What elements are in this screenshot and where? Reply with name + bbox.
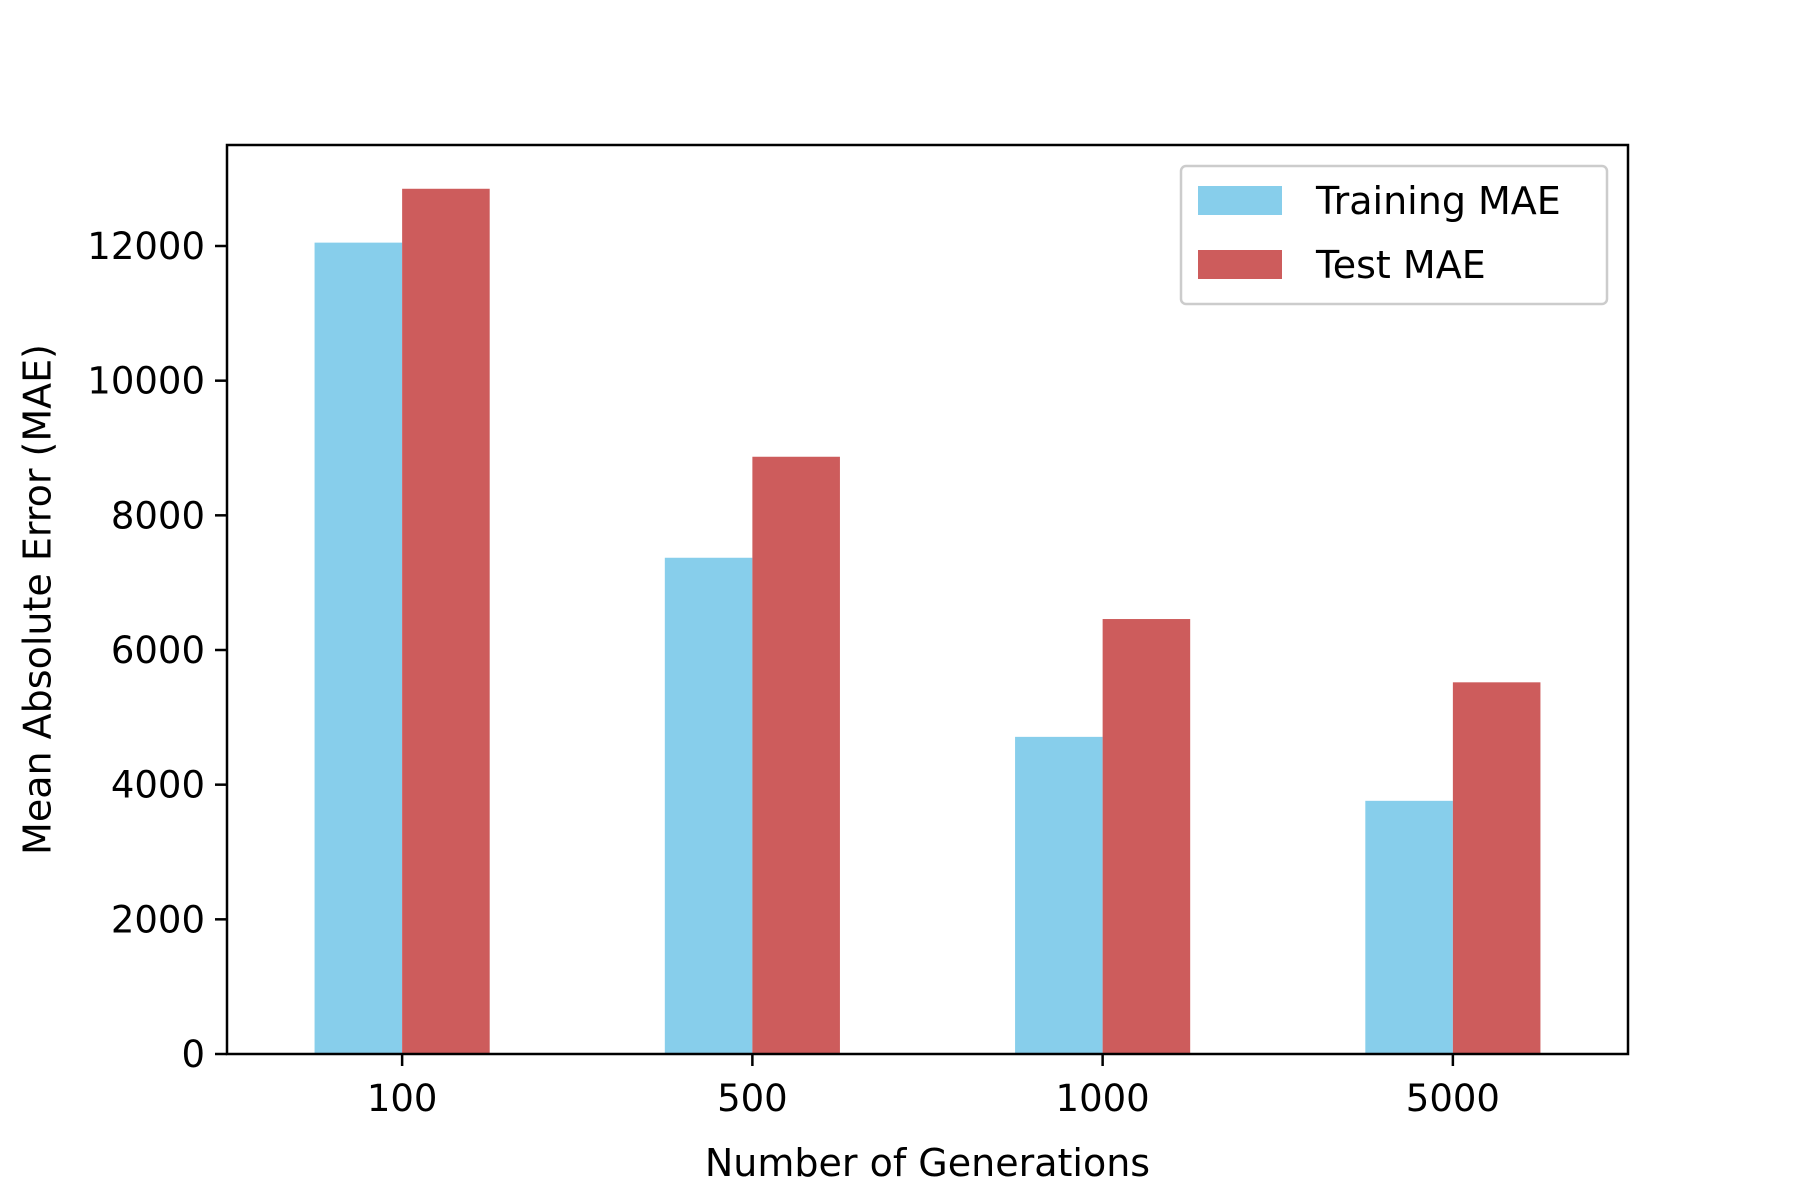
x-tick-label-100: 100: [367, 1077, 438, 1120]
bar-training-500: [664, 557, 753, 1054]
y-tick-label-0: 0: [181, 1033, 205, 1076]
x-tick-label-1000: 1000: [1056, 1077, 1150, 1120]
bar-test-1000: [1102, 619, 1191, 1054]
y-tick-label-4000: 4000: [111, 764, 205, 807]
legend-swatch-test: [1198, 250, 1282, 279]
legend: Training MAE Test MAE: [1179, 164, 1609, 306]
x-axis-label: Number of Generations: [705, 1141, 1150, 1185]
y-tick-label-8000: 8000: [111, 494, 205, 537]
legend-swatch-training: [1198, 186, 1282, 215]
y-tick-label-6000: 6000: [111, 629, 205, 672]
y-tick-label-12000: 12000: [87, 225, 205, 268]
y-axis-label: Mean Absolute Error (MAE): [15, 344, 59, 855]
plot-frame: [225, 143, 1630, 1056]
legend-label-training: Training MAE: [1315, 179, 1561, 223]
y-tick-label-10000: 10000: [87, 360, 205, 403]
x-axis: 100 500 1000 5000: [367, 1054, 1500, 1120]
bar-test-500: [752, 456, 840, 1055]
y-axis: 0 2000 4000 6000 8000 10000 12000: [87, 225, 227, 1076]
bar-test-5000: [1452, 682, 1541, 1054]
bar-test-100: [402, 188, 490, 1054]
bar-training-100: [314, 242, 403, 1055]
x-tick-label-5000: 5000: [1406, 1077, 1500, 1120]
y-tick-label-2000: 2000: [111, 898, 205, 941]
bar-training-1000: [1015, 736, 1103, 1054]
legend-label-test: Test MAE: [1315, 243, 1486, 287]
x-tick-label-500: 500: [717, 1077, 788, 1120]
bar-training-5000: [1365, 800, 1453, 1054]
legend-box: [1179, 164, 1609, 306]
bars-group: [314, 188, 1541, 1055]
